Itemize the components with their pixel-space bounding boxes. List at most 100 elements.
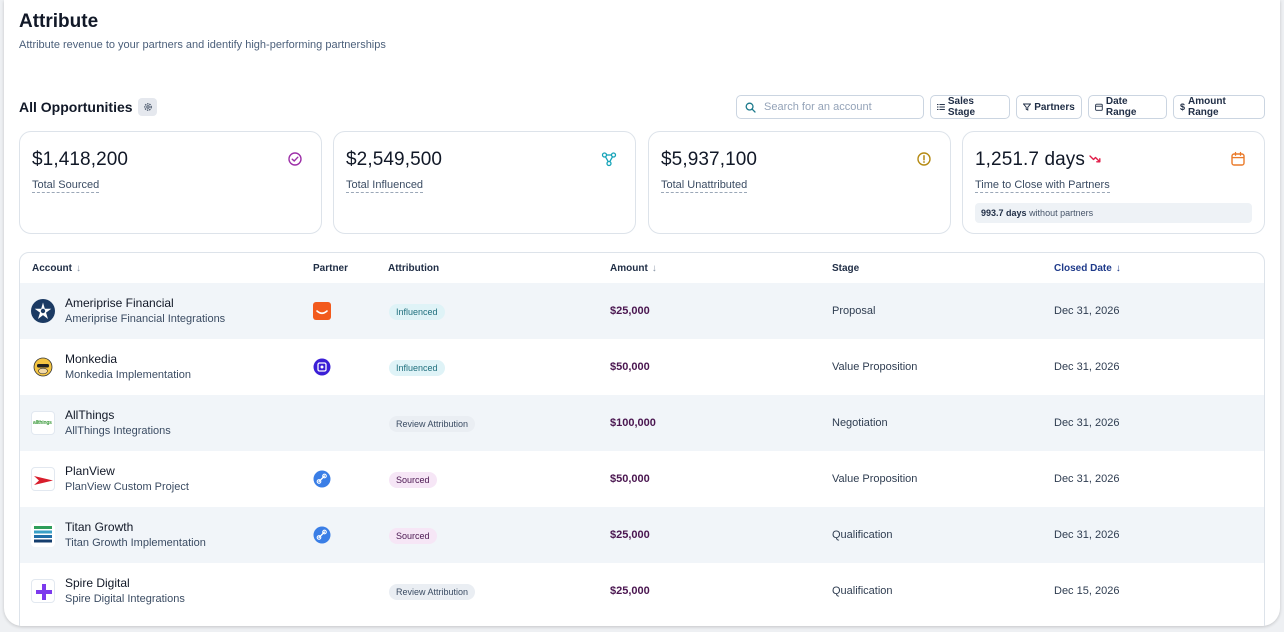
account-subtitle: Ameriprise Financial Integrations	[65, 313, 226, 325]
search-input[interactable]	[764, 101, 914, 113]
column-header-partner-label: Partner	[313, 263, 349, 274]
calendar-icon	[1231, 151, 1245, 166]
closed-date-value: Dec 31, 2026	[1054, 417, 1120, 429]
check-circle-icon	[288, 152, 302, 166]
total-unattributed-card: $5,937,100 Total Unattributed	[648, 131, 951, 234]
column-header-account-label: Account	[32, 263, 72, 274]
table-row[interactable]: allthings AllThings AllThings Integratio…	[20, 395, 1264, 451]
attribution-badge[interactable]: Influenced	[389, 360, 445, 376]
column-header-closed-date[interactable]: Closed Date ↓	[1054, 263, 1121, 274]
calendar-icon	[1095, 103, 1103, 111]
account-subtitle: Monkedia Implementation	[65, 369, 191, 381]
blue-link-partner-icon	[313, 470, 331, 488]
stage-value: Negotiation	[832, 417, 888, 429]
column-header-attribution-label: Attribution	[388, 263, 440, 274]
without-partners-note: 993.7 days without partners	[975, 203, 1252, 223]
total-sourced-value: $1,418,200	[32, 149, 129, 170]
date-range-filter-label: Date Range	[1105, 96, 1137, 118]
planview-logo	[31, 467, 55, 491]
column-header-amount[interactable]: Amount ↓	[610, 263, 657, 274]
account-name[interactable]: Spire Digital	[65, 576, 130, 590]
table-row[interactable]: PlanView PlanView Custom Project Sourced…	[20, 451, 1264, 507]
attribution-badge[interactable]: Influenced	[389, 304, 445, 320]
dollar-icon: $	[1180, 102, 1186, 112]
spire-digital-logo	[31, 579, 55, 603]
table-row[interactable]: Spire Digital Spire Digital Integrations…	[20, 563, 1264, 619]
amount-range-filter-label: Amount Range	[1188, 96, 1226, 118]
sales-stage-filter-button[interactable]: Sales Stage	[930, 95, 1010, 119]
table-row[interactable]: Monkedia Monkedia Implementation Influen…	[20, 339, 1264, 395]
date-range-filter-button[interactable]: Date Range	[1088, 95, 1167, 119]
section-settings-button[interactable]	[138, 98, 157, 116]
stage-value: Qualification	[832, 529, 893, 541]
list-filter-icon	[937, 104, 945, 110]
account-subtitle: Spire Digital Integrations	[65, 593, 185, 605]
opportunities-table: Account ↓ Partner Attribution Amount ↓ S…	[19, 252, 1265, 626]
alert-circle-icon	[917, 152, 931, 166]
without-partners-value: 993.7 days	[981, 208, 1027, 218]
amount-value: $50,000	[610, 473, 650, 485]
account-name[interactable]: AllThings	[65, 408, 115, 422]
total-influenced-label[interactable]: Total Influenced	[346, 179, 424, 193]
amount-value: $50,000	[610, 361, 650, 373]
partners-filter-button[interactable]: Partners	[1016, 95, 1082, 119]
blue-link-partner-icon	[313, 526, 331, 544]
gear-icon	[143, 103, 152, 111]
attribution-badge[interactable]: Review Attribution	[389, 416, 476, 432]
amount-value: $25,000	[610, 585, 650, 597]
sort-arrow-icon: ↓	[651, 263, 657, 274]
account-name[interactable]: PlanView	[65, 464, 115, 478]
column-header-account[interactable]: Account ↓	[32, 263, 81, 274]
column-header-attribution: Attribution	[388, 263, 439, 274]
without-partners-text: without partners	[1029, 208, 1094, 218]
column-header-closed-date-label: Closed Date	[1054, 263, 1112, 274]
allthings-logo: allthings	[31, 411, 55, 435]
attribution-badge[interactable]: Sourced	[389, 472, 437, 488]
total-unattributed-label[interactable]: Total Unattributed	[661, 179, 748, 193]
sort-arrow-icon: ↓	[76, 263, 81, 274]
stage-value: Value Proposition	[832, 361, 918, 373]
closed-date-value: Dec 31, 2026	[1054, 305, 1120, 317]
amount-range-filter-button[interactable]: $ Amount Range	[1173, 95, 1265, 119]
titan-growth-logo	[31, 523, 55, 547]
time-to-close-value: 1,251.7 days	[975, 149, 1086, 170]
funnel-icon	[1023, 103, 1032, 111]
table-header: Account ↓ Partner Attribution Amount ↓ S…	[20, 253, 1264, 283]
table-row[interactable]: Ameriprise Financial Ameriprise Financia…	[20, 283, 1264, 339]
account-name[interactable]: Monkedia	[65, 352, 118, 366]
account-subtitle: Titan Growth Implementation	[65, 537, 206, 549]
attribution-badge[interactable]: Review Attribution	[389, 584, 476, 600]
account-subtitle: PlanView Custom Project	[65, 481, 189, 493]
attribution-badge[interactable]: Sourced	[389, 528, 437, 544]
amount-value: $25,000	[610, 529, 650, 541]
closed-date-value: Dec 31, 2026	[1054, 473, 1120, 485]
monkedia-logo	[31, 355, 55, 379]
total-sourced-label[interactable]: Total Sourced	[32, 179, 100, 193]
column-header-amount-label: Amount	[610, 263, 648, 274]
search-box	[736, 95, 924, 119]
total-sourced-card: $1,418,200 Total Sourced	[19, 131, 322, 234]
amount-value: $100,000	[610, 417, 656, 429]
network-icon	[601, 152, 617, 167]
total-influenced-card: $2,549,500 Total Influenced	[333, 131, 636, 234]
time-to-close-card: 1,251.7 days Time to Close with Partners…	[962, 131, 1265, 234]
account-name[interactable]: Ameriprise Financial	[65, 296, 174, 310]
column-header-stage-label: Stage	[832, 263, 860, 274]
allthings-logo-text: allthings	[33, 420, 52, 426]
account-name[interactable]: Titan Growth	[65, 520, 134, 534]
stage-value: Proposal	[832, 305, 876, 317]
stage-value: Qualification	[832, 585, 893, 597]
stage-value: Value Proposition	[832, 473, 918, 485]
sort-arrow-icon: ↓	[1115, 263, 1121, 274]
total-influenced-value: $2,549,500	[346, 149, 443, 170]
closed-date-value: Dec 31, 2026	[1054, 361, 1120, 373]
search-icon	[745, 102, 756, 113]
section-title: All Opportunities	[19, 99, 133, 115]
orange-partner-icon	[313, 302, 331, 320]
time-to-close-label[interactable]: Time to Close with Partners	[975, 179, 1110, 193]
page-title: Attribute	[19, 11, 99, 32]
table-row[interactable]: Titan Growth Titan Growth Implementation…	[20, 507, 1264, 563]
closed-date-value: Dec 31, 2026	[1054, 529, 1120, 541]
column-header-stage: Stage	[832, 263, 859, 274]
closed-date-value: Dec 15, 2026	[1054, 585, 1120, 597]
